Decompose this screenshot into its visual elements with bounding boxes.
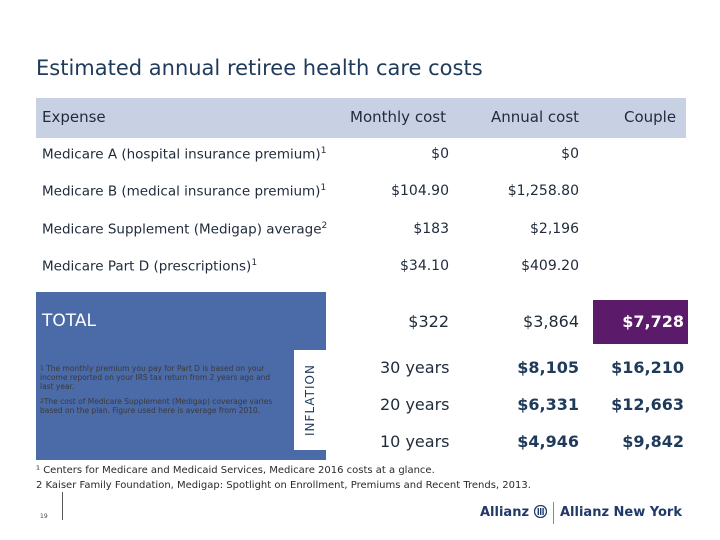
footnote-2: 2The cost of Medicare Supplement (Mediga… <box>40 397 273 415</box>
inflation-couple: $16,210 <box>611 358 684 377</box>
total-monthly: $322 <box>408 312 449 331</box>
table-cell-monthly: $0 <box>431 146 449 162</box>
table-cell-annual: $2,196 <box>530 221 579 237</box>
total-couple: $7,728 <box>622 312 684 331</box>
source-1: ¹ Centers for Medicare and Medicaid Serv… <box>36 465 435 476</box>
total-annual: $3,864 <box>523 312 579 331</box>
inflation-years: 10 years <box>380 432 450 451</box>
couple-highlight <box>593 300 688 344</box>
page-number: 19 <box>40 513 48 520</box>
inflation-label-strip <box>294 350 326 450</box>
page-title: Estimated annual retiree health care cos… <box>36 56 483 80</box>
inflation-annual: $6,331 <box>517 395 579 414</box>
inflation-annual: $4,946 <box>517 432 579 451</box>
table-header-band <box>36 98 686 138</box>
footnote-1: 1 The monthly premium you pay for Part D… <box>40 364 271 391</box>
inflation-couple: $12,663 <box>611 395 684 414</box>
table-row-label: Medicare A (hospital insurance premium)1 <box>42 146 327 163</box>
total-label: TOTAL <box>42 311 96 331</box>
table-cell-annual: $0 <box>561 146 579 162</box>
table-cell-annual: $1,258.80 <box>507 183 579 199</box>
table-cell-monthly: $34.10 <box>400 258 449 274</box>
allianz-new-york-logo: Allianz New York <box>560 505 682 520</box>
table-cell-monthly: $183 <box>413 221 449 237</box>
inflation-years: 20 years <box>380 395 450 414</box>
table-row-label: Medicare B (medical insurance premium)1 <box>42 183 327 200</box>
table-row-label: Medicare Supplement (Medigap) average2 <box>42 221 328 238</box>
inflation-years: 30 years <box>380 358 450 377</box>
total-band <box>36 292 326 460</box>
inflation-couple: $9,842 <box>622 432 684 451</box>
logo-divider <box>553 502 554 524</box>
header-couple: Couple <box>624 108 677 126</box>
allianz-eagle-icon <box>533 504 547 519</box>
inflation-label: INFLATION <box>303 364 317 436</box>
table-cell-monthly: $104.90 <box>391 183 449 199</box>
header-annual: Annual cost <box>491 108 580 126</box>
header-expense: Expense <box>42 108 106 126</box>
source-2: 2 Kaiser Family Foundation, Medigap: Spo… <box>36 480 531 491</box>
inflation-annual: $8,105 <box>517 358 579 377</box>
allianz-logo: Allianz <box>480 504 547 520</box>
header-monthly: Monthly cost <box>350 108 446 126</box>
table-cell-annual: $409.20 <box>521 258 579 274</box>
footer-divider <box>62 492 63 520</box>
table-row-label: Medicare Part D (prescriptions)1 <box>42 258 258 275</box>
